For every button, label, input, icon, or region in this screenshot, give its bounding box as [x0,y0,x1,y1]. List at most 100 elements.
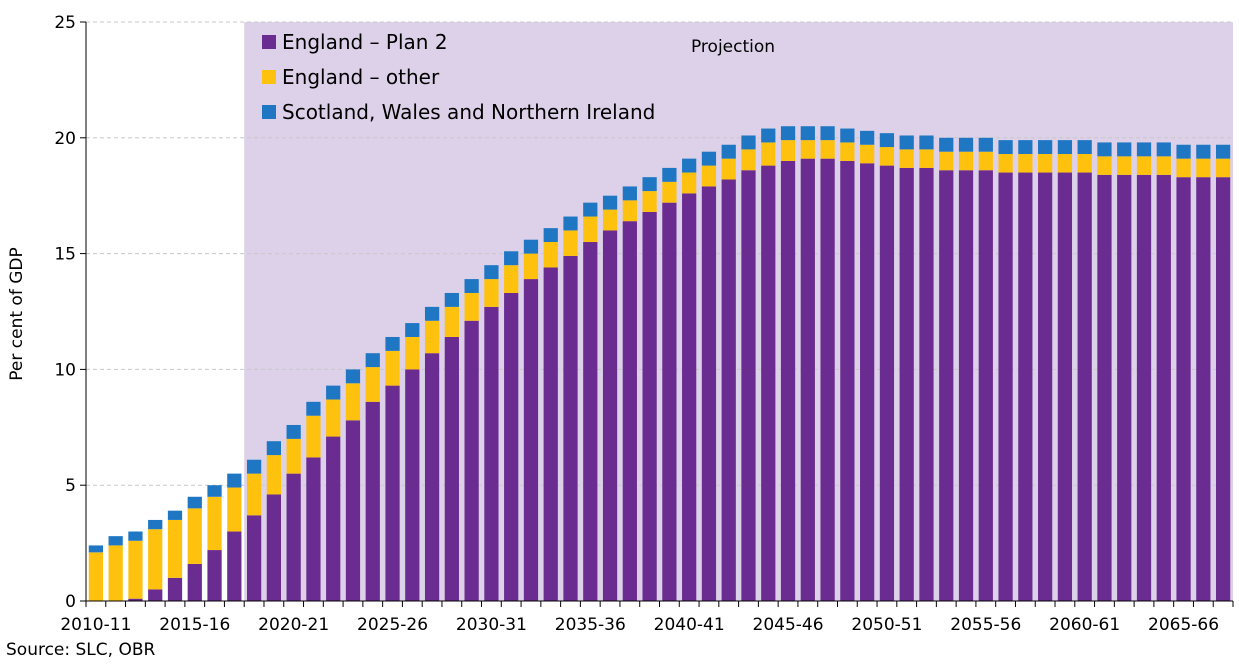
legend-label: England – other [282,65,440,89]
bar-segment-swni [998,140,1013,155]
bar-segment-plan2 [1215,177,1231,602]
bar-segment-plan2 [939,170,954,601]
bar-segment-other [998,154,1013,173]
bars [88,126,1231,602]
bar-segment-plan2 [543,267,558,601]
bar-segment-other [1038,154,1053,173]
bar-segment-swni [1136,142,1152,157]
bar-segment-swni [820,126,835,141]
bar-segment-swni [444,292,459,307]
legend-label: England – Plan 2 [282,30,448,54]
bar-segment-swni [662,167,677,182]
bar-segment-plan2 [1136,174,1152,602]
bar-segment-swni [246,459,262,474]
bar-segment-swni [464,279,479,293]
bar-segment-plan2 [148,589,163,601]
bar-segment-other [326,399,341,437]
bar-segment-other [939,151,954,171]
bar-segment-swni [741,135,756,150]
bar-segment-swni [1097,142,1112,157]
bar-segment-plan2 [405,369,420,601]
x-tick-label: 2015-16 [159,615,230,635]
bar-segment-swni [860,130,875,145]
bar-segment-swni [1215,144,1231,159]
bar-segment-plan2 [286,473,301,601]
bar-segment-swni [642,177,657,192]
y-tick-label: 15 [54,245,76,265]
bar-segment-swni [1156,142,1171,157]
bar-segment-other [1176,158,1191,178]
bar-segment-other [128,540,143,599]
bar-segment-swni [939,137,954,152]
bar-segment-other [484,279,499,307]
bar-segment-other [1057,154,1073,173]
bar-segment-swni [405,323,420,337]
bar-segment-swni [207,485,222,497]
bar-segment-swni [1117,142,1132,157]
bar-segment-plan2 [978,170,993,601]
bar-segment-swni [1057,140,1073,155]
bar-segment-swni [266,441,281,456]
bar-segment-plan2 [207,550,222,601]
x-tick-label: 2060-61 [1049,615,1120,635]
bar-segment-other [682,172,697,194]
bar-segment-plan2 [761,165,776,601]
bar-segment-swni [365,353,380,368]
bar-segment-plan2 [306,457,321,601]
bar-segment-plan2 [1018,172,1033,602]
x-tick-labels: 2010-11 2015-16 2020-21 2025-26 2030-31 2035-… [60,615,1219,635]
bar-segment-other [1117,156,1132,175]
bar-segment-plan2 [741,170,756,601]
bar-segment-plan2 [444,336,459,601]
bar-segment-plan2 [1057,172,1073,602]
bar-segment-other [444,306,459,337]
x-tick-label: 2040-41 [654,615,725,635]
bar-segment-plan2 [266,494,281,601]
bar-segment-plan2 [820,158,835,601]
bar-segment-swni [800,126,815,141]
bar-segment-swni [286,424,301,439]
bar-segment-other [761,142,776,166]
bar-segment-other [306,415,321,458]
bar-segment-other [167,519,183,578]
bar-segment-other [207,496,222,551]
bar-segment-plan2 [642,211,657,601]
bar-segment-other [88,552,104,601]
bar-segment-plan2 [662,202,677,601]
bar-segment-plan2 [1176,177,1191,602]
y-tick-label: 5 [65,476,76,496]
bar-segment-swni [622,186,637,201]
bar-segment-swni [1038,140,1053,155]
bar-segment-swni [899,135,914,150]
bar-segment-swni [424,306,440,321]
bar-segment-plan2 [563,255,578,602]
bar-segment-other [662,181,677,203]
bar-segment-swni [523,239,539,254]
bar-segment-other [405,336,420,370]
bar-segment-swni [326,385,341,400]
bar-segment-plan2 [1038,172,1053,602]
y-tick-label: 25 [54,13,76,33]
x-tick-label: 2045-46 [753,615,824,635]
legend-swatch [262,35,276,49]
bar-segment-plan2 [523,279,539,601]
bar-segment-plan2 [1097,174,1112,602]
axes [80,21,1234,607]
bar-segment-plan2 [246,515,262,601]
bar-segment-plan2 [780,160,796,601]
bar-segment-plan2 [879,165,895,601]
bar-segment-swni [1077,140,1092,155]
bar-segment-swni [761,128,776,143]
bar-segment-plan2 [345,420,361,601]
projection-label: Projection [691,37,775,57]
bar-segment-other [345,383,361,421]
legend-swatch [262,105,276,119]
bar-segment-other [780,140,796,161]
bar-segment-swni [602,195,618,210]
bar-segment-other [504,265,519,293]
x-tick-label: 2020-21 [258,615,329,635]
x-tick-label: 2055-56 [950,615,1021,635]
bar-segment-other [840,142,855,161]
bar-segment-other [800,140,815,159]
bar-segment-other [1136,156,1152,175]
